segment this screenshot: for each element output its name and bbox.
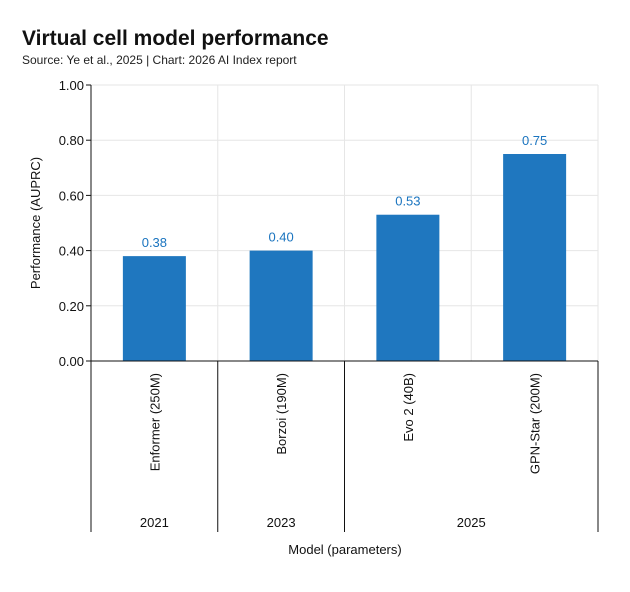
chart-source: Source: Ye et al., 2025 | Chart: 2026 AI… [22, 53, 297, 67]
year-label: 2021 [140, 515, 169, 530]
y-tick-label: 0.80 [59, 133, 84, 148]
data-label: 0.40 [268, 230, 293, 245]
year-label: 2025 [457, 515, 486, 530]
x-tick-label: GPN-Star (200M) [528, 373, 543, 474]
y-tick-label: 0.20 [59, 299, 84, 314]
value-labels: 0.38 0.40 0.53 0.75 [142, 133, 548, 250]
data-label: 0.75 [522, 133, 547, 148]
x-tick-label: Evo 2 (40B) [401, 373, 416, 442]
bars [122, 154, 567, 361]
bar [249, 250, 313, 361]
bar [376, 214, 440, 361]
axes: 0.00 0.20 0.40 0.60 0.80 1.00 Enformer (250M) B… [59, 78, 599, 532]
year-label: 2023 [267, 515, 296, 530]
x-tick-label: Enformer (250M) [147, 373, 162, 471]
chart-title: Virtual cell model performance [22, 27, 329, 50]
y-tick-label: 0.00 [59, 354, 84, 369]
x-axis-title: Model (parameters) [288, 542, 401, 557]
bar [122, 256, 186, 361]
y-axis-title: Performance (AUPRC) [28, 157, 43, 289]
x-tick-label: Borzoi (190M) [274, 373, 289, 455]
y-tick-label: 0.60 [59, 188, 84, 203]
y-tick-label: 1.00 [59, 78, 84, 93]
data-label: 0.53 [395, 194, 420, 209]
y-tick-label: 0.40 [59, 244, 84, 259]
bar [503, 154, 567, 361]
data-label: 0.38 [142, 235, 167, 250]
